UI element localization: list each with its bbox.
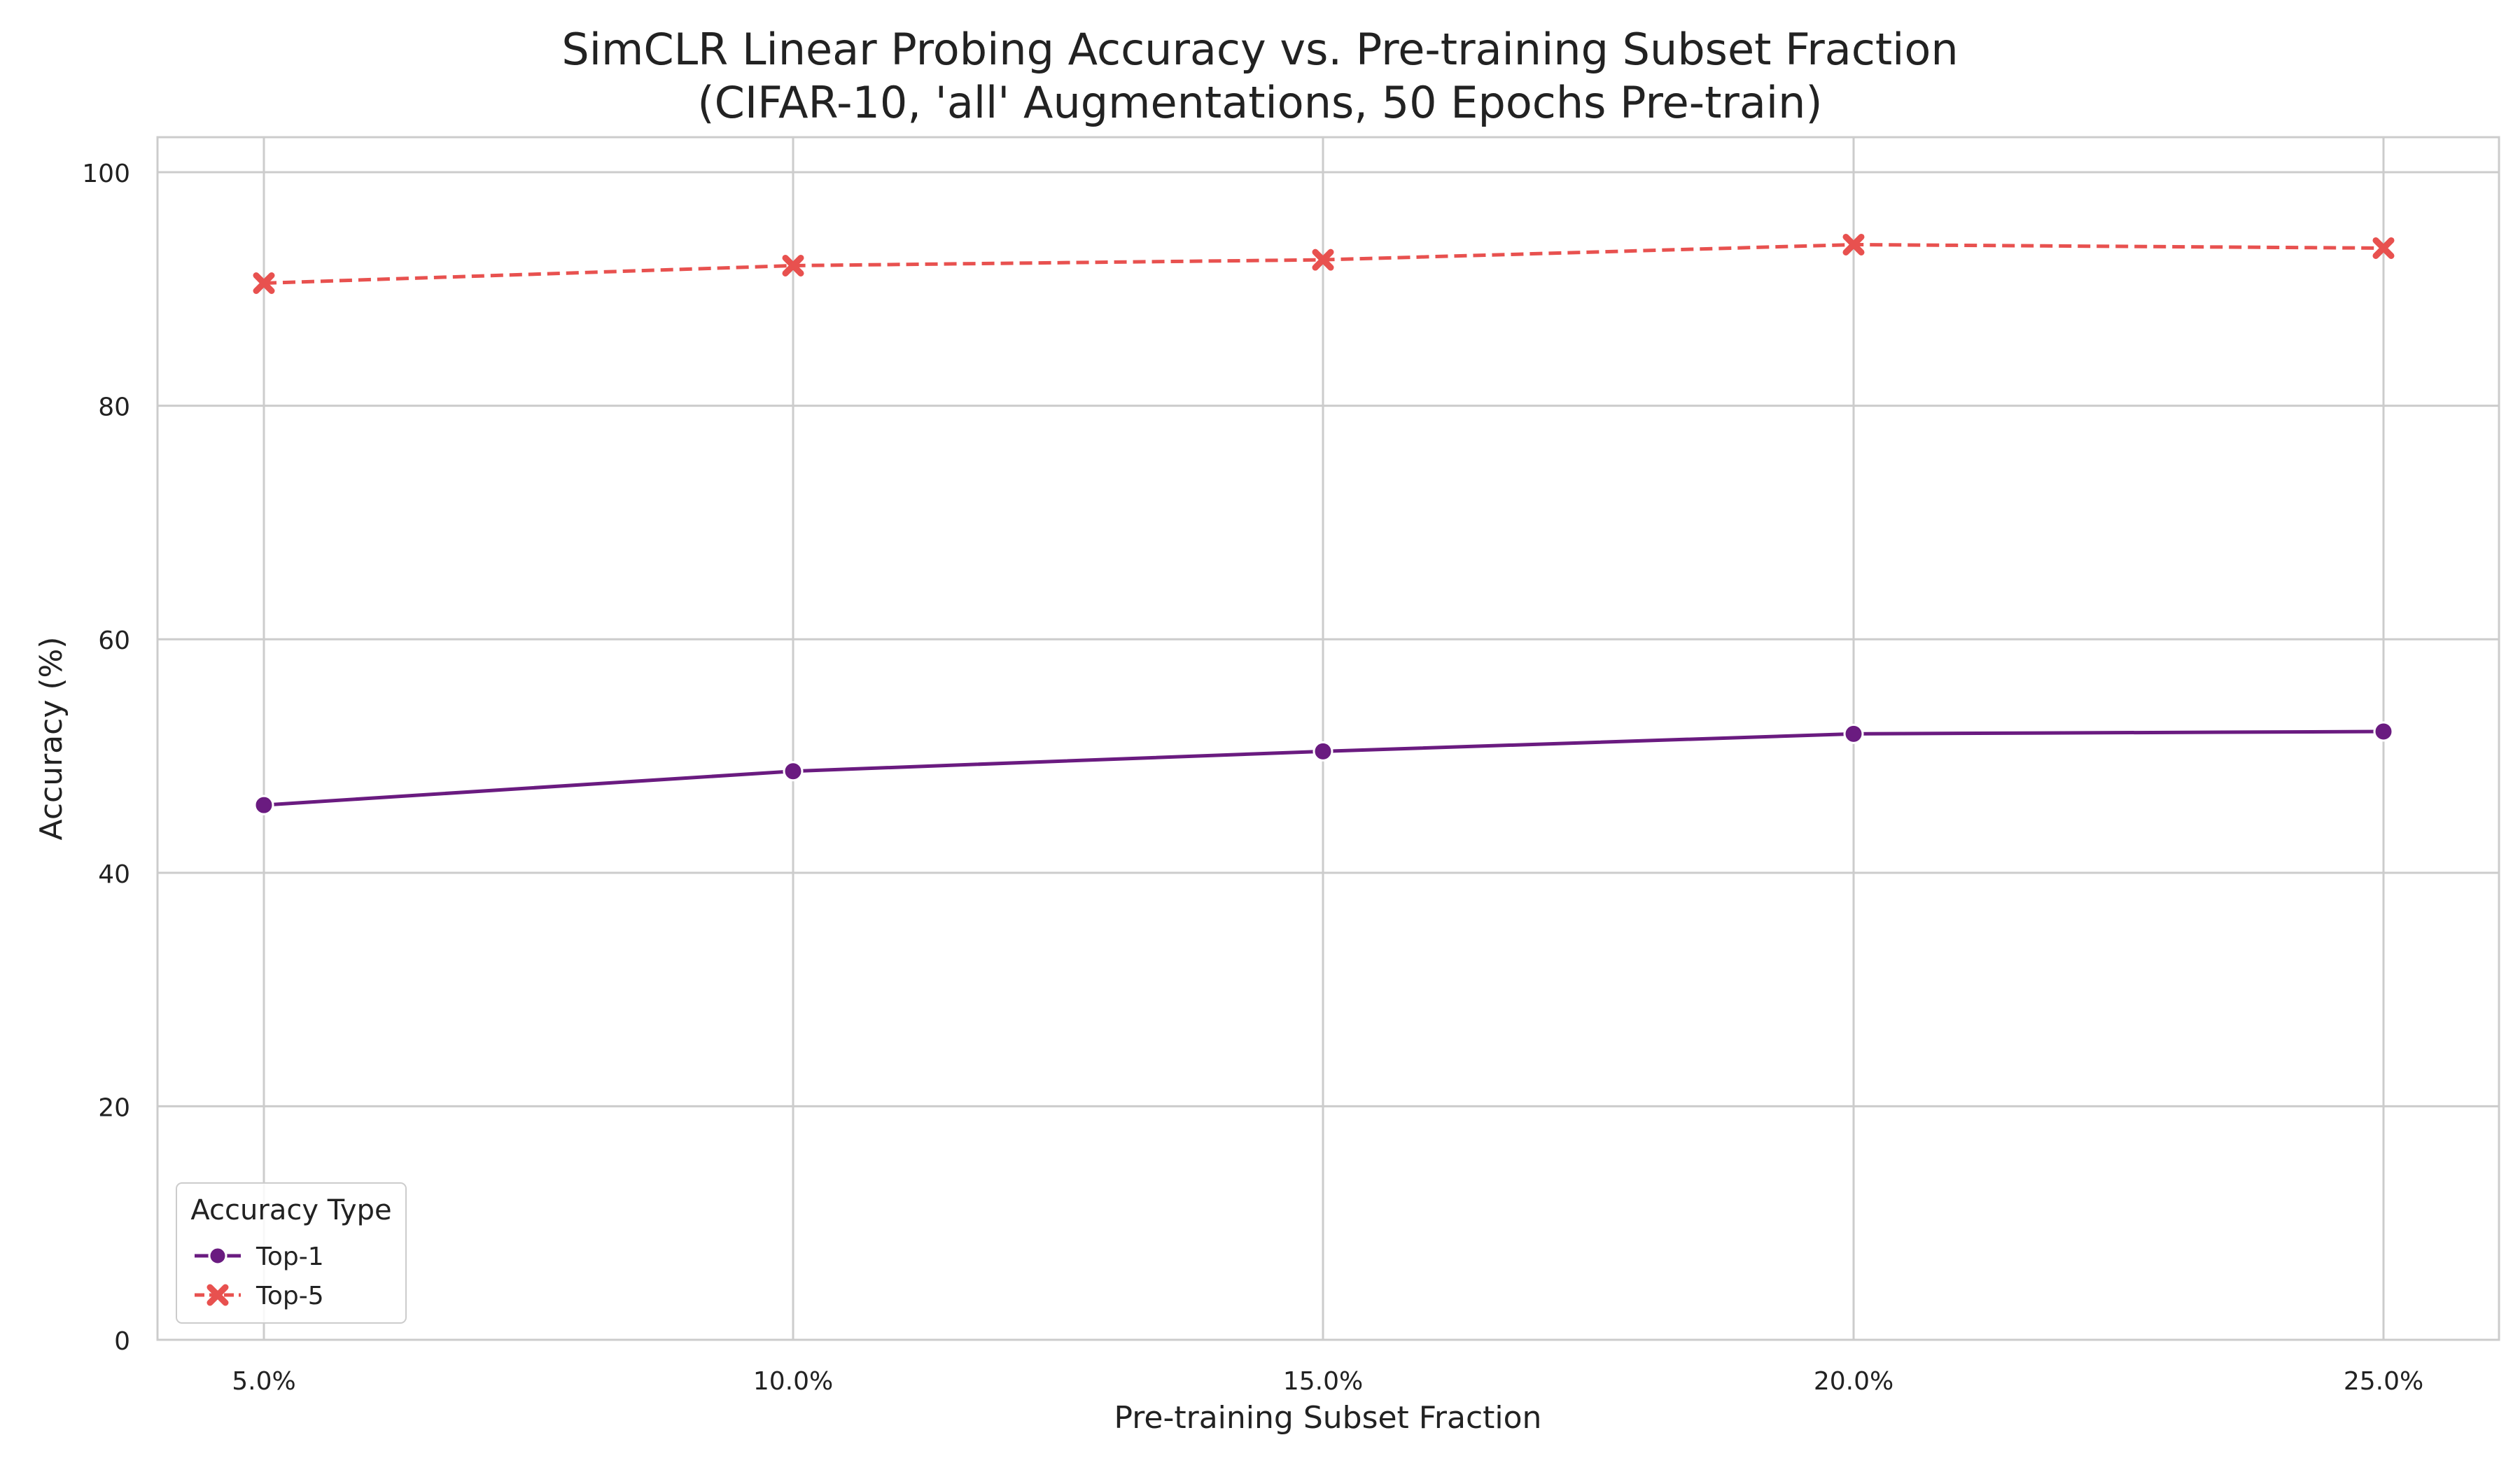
x-tick-label: 20.0% xyxy=(1814,1367,1893,1396)
x-tick-label: 10.0% xyxy=(753,1367,833,1396)
series-layer xyxy=(253,233,2395,816)
x-marker-stroke xyxy=(253,272,275,294)
x-marker-stroke xyxy=(1842,233,1865,255)
x-marker-stroke xyxy=(1312,248,1334,271)
legend-marker-top-1 xyxy=(208,1246,227,1266)
data-point-top-1 xyxy=(253,794,274,816)
x-tick-labels: 5.0% 10.0% 15.0% 20.0% 25.0% xyxy=(232,1367,2423,1396)
x-axis-label: Pre-training Subset Fraction xyxy=(1114,1400,1542,1436)
data-point-top-1 xyxy=(2373,721,2394,742)
legend-title: Accuracy Type xyxy=(190,1194,391,1226)
data-point-top-5 xyxy=(1312,248,1334,271)
legend-label-top-5: Top-5 xyxy=(255,1282,324,1310)
x-tick-label: 5.0% xyxy=(232,1367,295,1396)
legend-label-top-1: Top-1 xyxy=(255,1242,324,1271)
chart-title: SimCLR Linear Probing Accuracy vs. Pre-t… xyxy=(561,24,1958,75)
plot-frame xyxy=(156,136,2500,1341)
legend-marker-top-5 xyxy=(206,1284,229,1306)
data-point-top-1 xyxy=(783,761,804,782)
y-tick-labels: 0 20 40 60 80 100 xyxy=(82,160,130,1356)
x-marker-stroke xyxy=(782,254,804,276)
x-marker-stroke xyxy=(2372,237,2395,259)
y-tick-label: 60 xyxy=(98,626,130,655)
y-tick-label: 40 xyxy=(98,860,130,889)
data-point-top-5 xyxy=(782,254,804,276)
data-point-top-5 xyxy=(1842,233,1865,255)
chart-subtitle: (CIFAR-10, 'all' Augmentations, 50 Epoch… xyxy=(697,77,1822,128)
data-point-top-5 xyxy=(253,272,275,294)
grid xyxy=(158,137,2499,1341)
y-tick-label: 0 xyxy=(114,1327,130,1356)
y-tick-label: 100 xyxy=(82,160,130,188)
data-point-top-5 xyxy=(2372,237,2395,259)
x-tick-label: 15.0% xyxy=(1283,1367,1363,1396)
y-tick-label: 80 xyxy=(98,393,130,422)
x-marker-stroke xyxy=(206,1284,229,1306)
data-point-top-1 xyxy=(1312,741,1334,762)
x-tick-label: 25.0% xyxy=(2344,1367,2423,1396)
legend-box xyxy=(176,1182,407,1324)
y-axis-label: Accuracy (%) xyxy=(34,636,69,840)
legend: Accuracy Type Top-1 Top-5 xyxy=(176,1182,407,1324)
y-tick-label: 20 xyxy=(98,1093,130,1122)
data-point-top-1 xyxy=(1843,723,1864,744)
